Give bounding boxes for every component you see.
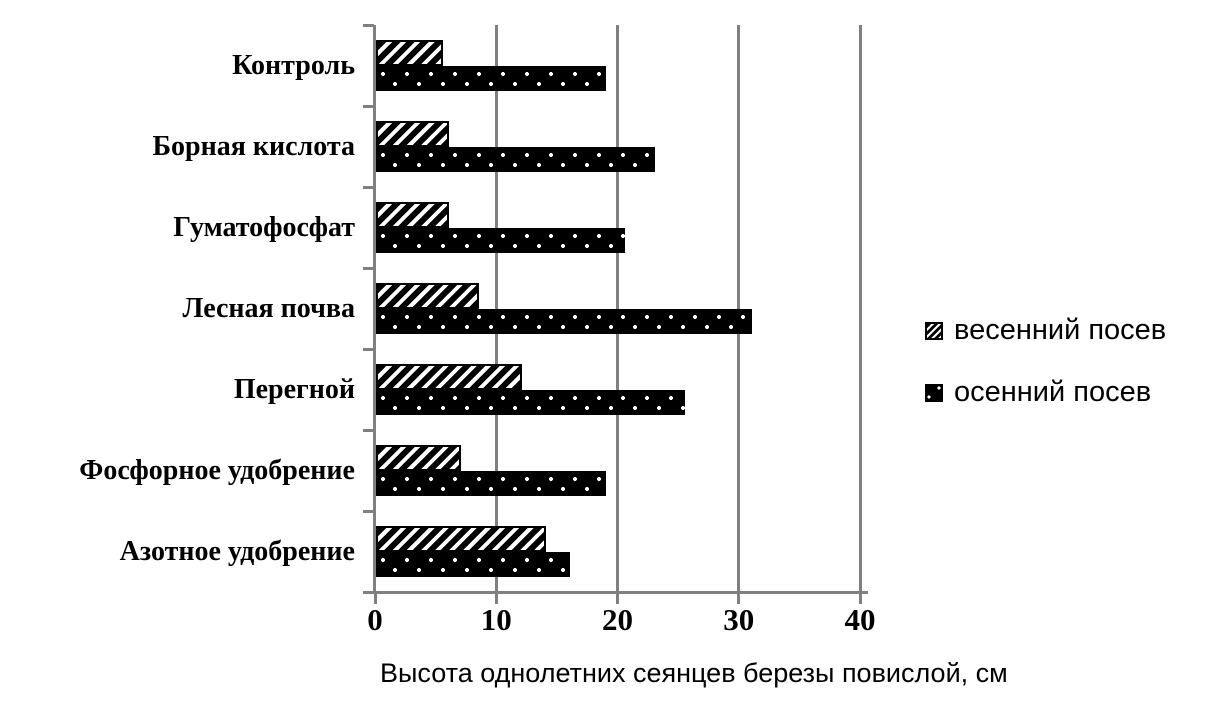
y-axis-tick <box>363 347 374 351</box>
y-axis-tick <box>363 104 374 108</box>
bar-autumn-3 <box>376 309 752 334</box>
category-label-6: Азотное удобрение <box>119 535 355 567</box>
x-tick-label-20: 20 <box>602 602 633 637</box>
x-tick-label-0: 0 <box>367 602 383 637</box>
gridline-30 <box>737 25 741 592</box>
gridline-40 <box>858 25 862 592</box>
bar-spring-1 <box>376 121 449 147</box>
x-axis-title: Высота однолетних сеянцев березы повисло… <box>380 658 1008 688</box>
x-tick-label-10: 10 <box>480 602 512 637</box>
x-axis-tick-40 <box>858 594 862 604</box>
gridline-20 <box>616 25 619 592</box>
y-axis-tick <box>363 428 374 432</box>
category-label-0: Контроль <box>232 49 355 81</box>
bar-spring-5 <box>376 445 461 471</box>
x-tick-label-40: 40 <box>844 602 876 637</box>
category-label-3: Лесная почва <box>182 292 355 324</box>
dots-swatch-icon <box>925 383 943 402</box>
category-label-4: Перегной <box>233 373 355 405</box>
x-axis-tick-20 <box>616 594 619 604</box>
x-axis-tick-30 <box>737 594 741 604</box>
x-tick-label-30: 30 <box>723 602 755 637</box>
category-label-1: Борная кислота <box>152 130 356 162</box>
y-axis-tick <box>363 266 374 270</box>
y-axis-tick <box>363 509 374 513</box>
category-label-5: Фосфорное удобрение <box>79 454 355 486</box>
category-label-2: Гуматофосфат <box>173 211 355 243</box>
y-axis-tick <box>363 23 374 27</box>
legend-label-spring: весенний посев <box>954 314 1167 346</box>
x-axis-tick-0 <box>373 594 377 604</box>
bar-autumn-6 <box>376 552 570 577</box>
y-axis-line <box>373 25 376 592</box>
gridline-10 <box>494 25 498 592</box>
legend-label-autumn: осенний посев <box>954 376 1152 408</box>
bar-spring-4 <box>376 364 522 390</box>
bar-autumn-4 <box>376 390 686 415</box>
bar-autumn-2 <box>376 228 625 253</box>
x-axis-line <box>365 591 868 594</box>
bar-autumn-5 <box>376 471 607 496</box>
bar-autumn-0 <box>376 66 607 91</box>
bar-spring-6 <box>376 526 546 552</box>
hatch-swatch-icon <box>925 321 943 340</box>
bar-spring-2 <box>376 202 449 228</box>
y-axis-tick <box>363 590 374 594</box>
legend-item-autumn: осенний посев <box>925 376 1166 409</box>
x-axis-tick-labels: 0 10 20 30 40 <box>367 602 875 642</box>
y-axis-tick <box>363 185 374 189</box>
bar-spring-0 <box>376 40 443 66</box>
legend: весенний посев осенний посев <box>925 314 1166 409</box>
bar-spring-3 <box>376 283 480 309</box>
category-axis-labels: Контроль Борная кислота Гуматофосфат Лесная… <box>0 25 360 592</box>
legend-item-spring: весенний посев <box>925 314 1166 347</box>
plot-area <box>363 23 868 604</box>
x-axis-tick-10 <box>494 594 498 604</box>
bar-autumn-1 <box>376 147 655 172</box>
